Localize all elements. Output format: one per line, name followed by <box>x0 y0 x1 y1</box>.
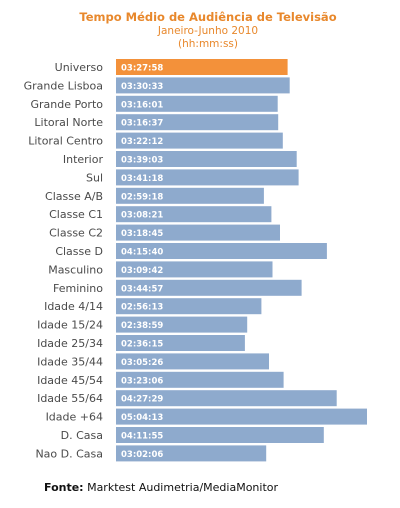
category-label: Masculino <box>48 263 103 276</box>
bar-value-label: 02:56:13 <box>121 303 163 313</box>
bar <box>116 95 278 112</box>
bar <box>116 335 245 351</box>
bar <box>116 77 290 94</box>
bar <box>116 206 272 223</box>
bar-value-label: 03:22:12 <box>121 137 163 147</box>
bar <box>116 371 284 388</box>
category-label: Interior <box>63 153 104 166</box>
bar-value-label: 03:18:45 <box>121 229 163 239</box>
bar-value-label: 04:11:55 <box>121 432 163 442</box>
bar-value-label: 03:08:21 <box>121 211 163 221</box>
category-label: Litoral Centro <box>28 135 103 148</box>
bar-value-label: 03:09:42 <box>121 266 163 276</box>
bar-value-label: 02:59:18 <box>121 192 163 202</box>
bar-value-label: 03:23:06 <box>121 376 163 386</box>
bar <box>116 151 297 167</box>
category-label: Idade 55/64 <box>37 392 103 405</box>
bar <box>116 390 337 407</box>
bar <box>116 445 267 462</box>
bar-value-label: 02:38:59 <box>121 321 163 331</box>
category-label: Feminino <box>53 282 103 295</box>
bar-value-label: 04:15:40 <box>121 248 163 258</box>
bar-chart: Universo 03:27:58 Grande Lisboa 03:30:33 Gra… <box>24 59 367 462</box>
bar <box>116 427 324 443</box>
category-label: Classe C1 <box>49 208 103 221</box>
category-label: Idade 45/54 <box>37 374 103 387</box>
bar-value-label: 03:39:03 <box>121 156 163 166</box>
category-label: Idade 4/14 <box>44 300 103 313</box>
bar <box>116 279 302 296</box>
bar-value-label: 05:04:13 <box>121 413 163 423</box>
category-label: Sul <box>86 171 103 184</box>
bar-value-label: 03:16:37 <box>121 119 163 129</box>
bar <box>116 169 299 186</box>
bar-value-label: 03:41:18 <box>121 174 163 184</box>
category-label: Nao D. Casa <box>35 447 103 460</box>
bar <box>116 408 367 425</box>
bar <box>116 298 262 315</box>
category-label: Idade 15/24 <box>37 319 103 332</box>
category-label: Grande Lisboa <box>24 79 103 92</box>
category-label: Idade 35/44 <box>37 355 103 368</box>
category-label: Classe A/B <box>45 190 103 203</box>
bar <box>116 316 248 333</box>
bar <box>116 114 279 131</box>
category-label: D. Casa <box>61 429 103 442</box>
bar-value-label: 04:27:29 <box>121 395 163 405</box>
bar-value-label: 03:27:58 <box>121 64 163 74</box>
bar-value-label: 03:05:26 <box>121 358 163 368</box>
chart-subtitle: Janeiro-Junho 2010 <box>157 25 259 37</box>
category-label: Grande Porto <box>30 98 103 111</box>
category-label: Litoral Norte <box>34 116 103 129</box>
source-note: Fonte: Marktest Audimetria/MediaMonitor <box>44 481 278 494</box>
bar-value-label: 03:16:01 <box>121 100 163 110</box>
bar-value-label: 03:44:57 <box>121 284 163 294</box>
category-label: Classe D <box>55 245 103 258</box>
category-label: Classe C2 <box>49 227 103 240</box>
bar <box>116 224 280 241</box>
chart-unit-label: (hh:mm:ss) <box>178 38 238 50</box>
bar <box>116 243 327 259</box>
bar <box>116 261 273 278</box>
bar <box>116 59 288 75</box>
bar-value-label: 02:36:15 <box>121 340 163 350</box>
bar <box>116 353 269 370</box>
bar-value-label: 03:30:33 <box>121 82 163 92</box>
bar-value-label: 03:02:06 <box>121 450 163 460</box>
category-label: Universo <box>55 61 104 74</box>
bar <box>116 187 264 204</box>
chart-titles: Tempo Médio de Audiência de Televisão Ja… <box>0 10 400 51</box>
chart-title: Tempo Médio de Audiência de Televisão <box>79 10 337 24</box>
bar <box>116 132 283 149</box>
source-text: Marktest Audimetria/MediaMonitor <box>83 481 279 494</box>
category-label: Idade +64 <box>46 411 103 424</box>
source-label: Fonte: <box>44 481 84 494</box>
category-label: Idade 25/34 <box>37 337 103 350</box>
